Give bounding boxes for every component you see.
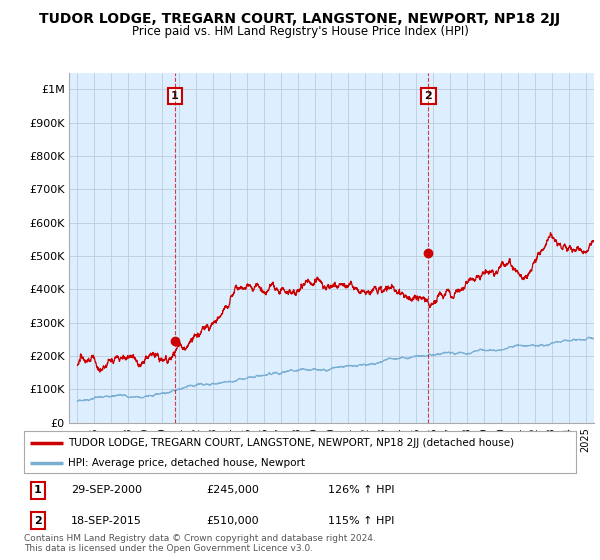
Text: 2: 2 [424, 91, 432, 101]
Text: £510,000: £510,000 [206, 516, 259, 525]
Text: Price paid vs. HM Land Registry's House Price Index (HPI): Price paid vs. HM Land Registry's House … [131, 25, 469, 38]
Text: This data is licensed under the Open Government Licence v3.0.: This data is licensed under the Open Gov… [24, 544, 313, 553]
Text: £245,000: £245,000 [206, 486, 259, 495]
Text: TUDOR LODGE, TREGARN COURT, LANGSTONE, NEWPORT, NP18 2JJ (detached house): TUDOR LODGE, TREGARN COURT, LANGSTONE, N… [68, 438, 514, 448]
Text: 1: 1 [34, 486, 41, 495]
Text: 115% ↑ HPI: 115% ↑ HPI [328, 516, 394, 525]
Text: 29-SEP-2000: 29-SEP-2000 [71, 486, 142, 495]
Text: HPI: Average price, detached house, Newport: HPI: Average price, detached house, Newp… [68, 458, 305, 468]
Text: Contains HM Land Registry data © Crown copyright and database right 2024.: Contains HM Land Registry data © Crown c… [24, 534, 376, 543]
Text: 18-SEP-2015: 18-SEP-2015 [71, 516, 142, 525]
Text: 2: 2 [34, 516, 41, 525]
Text: TUDOR LODGE, TREGARN COURT, LANGSTONE, NEWPORT, NP18 2JJ: TUDOR LODGE, TREGARN COURT, LANGSTONE, N… [40, 12, 560, 26]
Text: 126% ↑ HPI: 126% ↑ HPI [328, 486, 394, 495]
Text: 1: 1 [171, 91, 179, 101]
